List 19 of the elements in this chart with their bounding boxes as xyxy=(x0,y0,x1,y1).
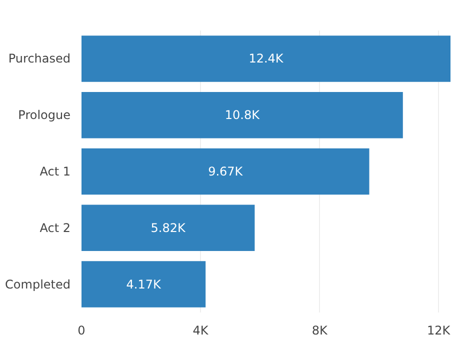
data-label: 12.4K xyxy=(248,52,284,66)
y-tick-label: Act 1 xyxy=(40,164,70,178)
x-tick-label: 4K xyxy=(192,324,210,338)
bar xyxy=(82,204,255,252)
bar xyxy=(82,92,403,138)
data-label: 10.8K xyxy=(224,108,261,122)
x-tick-label: 8K xyxy=(312,324,328,338)
x-tick-label: 0 xyxy=(78,324,86,338)
data-label: 9.67K xyxy=(208,164,244,178)
bar xyxy=(82,261,206,308)
x-tick-label: 12K xyxy=(427,324,452,338)
y-tick-label: Act 2 xyxy=(40,220,70,235)
data-label: 4.17K xyxy=(126,277,162,292)
y-tick-label: Purchased xyxy=(8,52,70,66)
y-tick-label: Completed xyxy=(5,277,71,292)
bar xyxy=(82,36,450,82)
data-label: 5.82K xyxy=(150,220,187,235)
bar xyxy=(82,148,370,195)
y-tick-label: Prologue xyxy=(18,108,71,122)
